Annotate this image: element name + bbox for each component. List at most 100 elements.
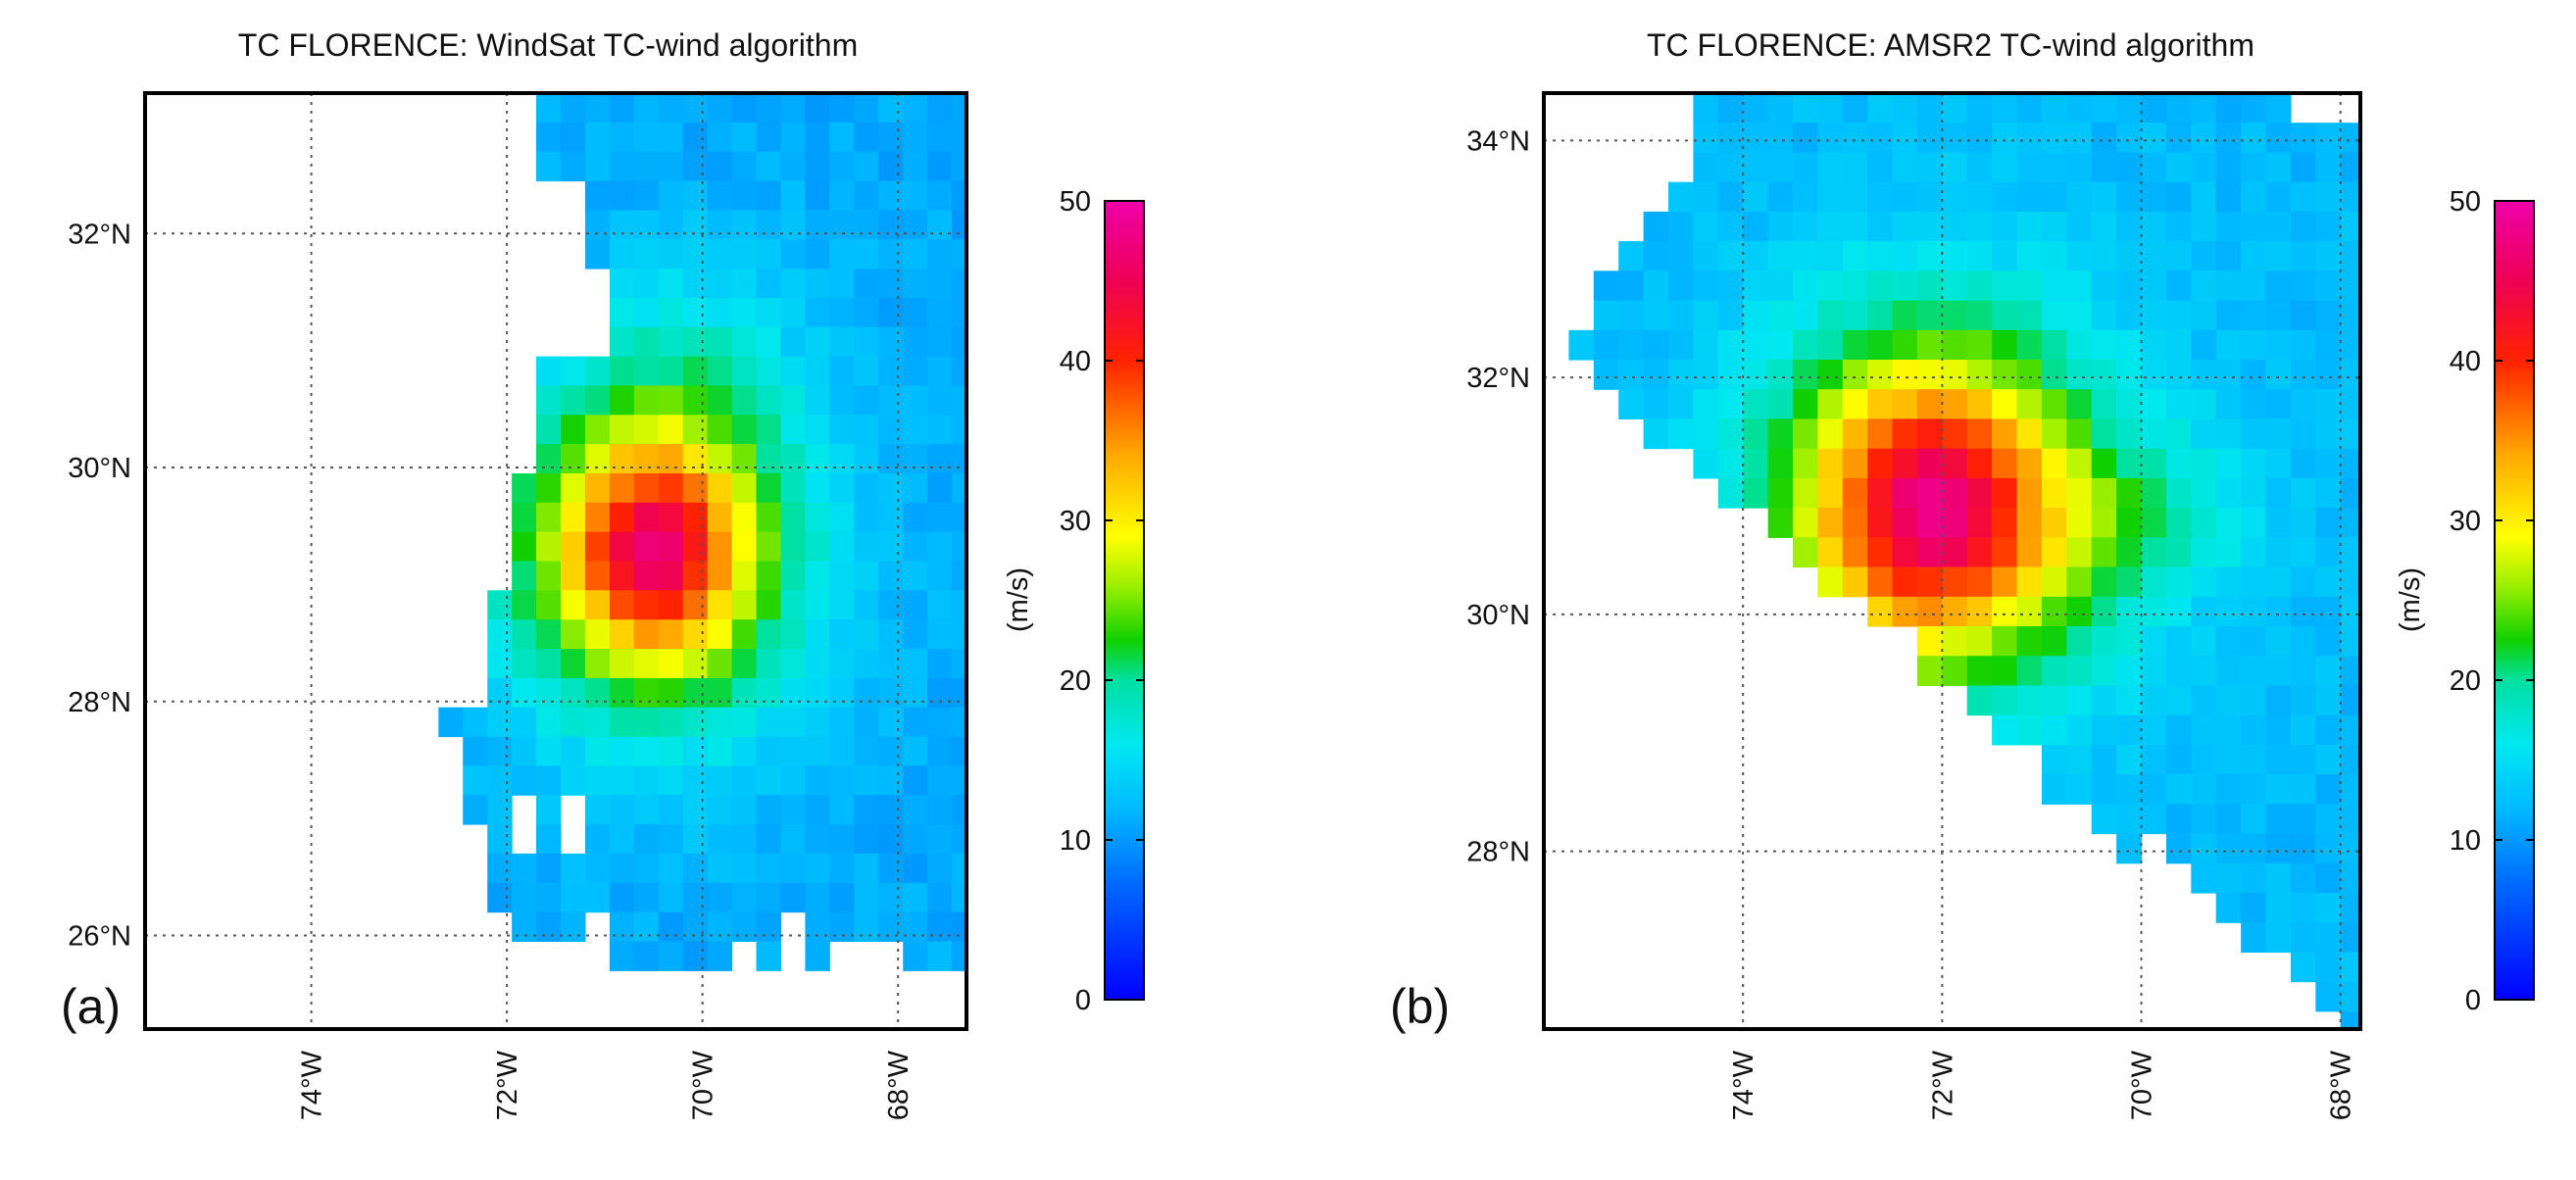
wind-cell bbox=[2215, 893, 2242, 923]
panel-a-colorbar-label: (m/s) bbox=[1003, 567, 1034, 632]
wind-cell bbox=[952, 502, 966, 533]
wind-cell bbox=[1842, 181, 1868, 213]
wind-cell bbox=[952, 122, 966, 153]
wind-cell bbox=[829, 210, 855, 240]
wind-cell bbox=[2116, 181, 2143, 213]
wind-cell bbox=[829, 356, 855, 386]
wind-cell bbox=[561, 122, 586, 153]
wind-cell bbox=[2041, 152, 2067, 183]
wind-cell bbox=[2041, 123, 2067, 153]
wind-cell bbox=[2016, 656, 2043, 686]
wind-cell bbox=[2191, 448, 2217, 479]
wind-cell bbox=[2340, 656, 2360, 686]
wind-cell bbox=[2191, 211, 2217, 242]
wind-cell bbox=[2066, 508, 2093, 538]
wind-cell bbox=[805, 356, 830, 386]
wind-cell bbox=[2191, 537, 2217, 568]
wind-cell bbox=[1643, 389, 1669, 419]
wind-cell bbox=[731, 824, 758, 855]
wind-cell bbox=[829, 180, 855, 211]
wind-cell bbox=[2241, 389, 2267, 419]
wind-cell bbox=[903, 707, 928, 738]
wind-cell bbox=[1966, 596, 1993, 627]
wind-cell bbox=[2265, 656, 2292, 686]
wind-cell bbox=[658, 239, 684, 270]
wind-cell bbox=[2290, 418, 2316, 450]
wind-cell bbox=[2091, 152, 2117, 183]
wind-cell bbox=[682, 210, 709, 240]
wind-cell bbox=[903, 239, 928, 270]
wind-cell bbox=[2091, 93, 2117, 123]
wind-cell bbox=[1942, 270, 1968, 302]
wind-cell bbox=[2016, 685, 2043, 716]
wind-cell bbox=[2315, 862, 2342, 894]
wind-cell bbox=[2066, 774, 2093, 805]
wind-cell bbox=[609, 269, 635, 299]
x-tick-label: 70°W bbox=[2127, 1050, 2158, 1120]
wind-cell bbox=[1643, 418, 1669, 450]
wind-cell bbox=[2091, 241, 2117, 271]
wind-cell bbox=[2340, 981, 2360, 1012]
wind-cell bbox=[756, 122, 781, 153]
wind-cell bbox=[927, 561, 953, 591]
wind-cell bbox=[2265, 123, 2292, 153]
wind-cell bbox=[1992, 329, 2018, 361]
wind-cell bbox=[2141, 477, 2167, 509]
wind-cell bbox=[1867, 566, 1894, 598]
wind-cell bbox=[2290, 508, 2316, 538]
wind-cell bbox=[438, 707, 464, 738]
wind-cell bbox=[609, 444, 635, 474]
wind-cell bbox=[2116, 477, 2143, 509]
wind-cell bbox=[780, 356, 806, 386]
wind-cell bbox=[2315, 566, 2342, 598]
wind-cell bbox=[1942, 508, 1968, 538]
wind-cell bbox=[903, 561, 928, 591]
wind-cell bbox=[952, 269, 966, 299]
wind-cell bbox=[2116, 566, 2143, 598]
wind-cell bbox=[952, 590, 966, 620]
wind-cell bbox=[633, 531, 660, 563]
wind-cell bbox=[2241, 181, 2267, 213]
panel-b-label: (b) bbox=[1390, 979, 1450, 1034]
wind-cell bbox=[633, 297, 660, 328]
wind-cell bbox=[805, 677, 830, 709]
wind-cell bbox=[2191, 300, 2217, 331]
wind-cell bbox=[584, 93, 611, 123]
wind-cell bbox=[1618, 241, 1645, 271]
wind-cell bbox=[1916, 241, 1943, 271]
wind-cell bbox=[2116, 123, 2143, 153]
wind-cell bbox=[609, 941, 635, 971]
wind-cell bbox=[731, 649, 758, 679]
wind-cell bbox=[927, 444, 953, 474]
wind-cell bbox=[1643, 241, 1669, 271]
wind-cell bbox=[2265, 714, 2292, 746]
wind-cell bbox=[707, 765, 733, 796]
wind-cell bbox=[854, 239, 879, 270]
wind-cell bbox=[2091, 685, 2117, 716]
wind-cell bbox=[1817, 152, 1844, 183]
wind-cell bbox=[512, 677, 537, 709]
wind-cell bbox=[1618, 270, 1645, 302]
wind-cell bbox=[1767, 329, 1794, 361]
wind-cell bbox=[2016, 211, 2043, 242]
wind-cell bbox=[952, 239, 966, 270]
wind-cell bbox=[2215, 744, 2242, 775]
wind-cell bbox=[903, 473, 928, 504]
wind-cell bbox=[2265, 270, 2292, 302]
wind-cell bbox=[927, 795, 953, 825]
wind-cell bbox=[2191, 656, 2217, 686]
wind-cell bbox=[633, 473, 660, 504]
wind-cell bbox=[854, 93, 879, 123]
wind-cell bbox=[1916, 566, 1943, 598]
wind-cell bbox=[780, 765, 806, 796]
wind-cell bbox=[2290, 123, 2316, 153]
wind-cell bbox=[1867, 448, 1894, 479]
wind-cell bbox=[609, 385, 635, 416]
panel-a-title: TC FLORENCE: WindSat TC-wind algorithm bbox=[238, 27, 858, 63]
wind-cell bbox=[1942, 152, 1968, 183]
wind-cell bbox=[512, 619, 537, 650]
wind-cell bbox=[731, 502, 758, 533]
wind-cell bbox=[903, 911, 928, 942]
wind-cell bbox=[927, 649, 953, 679]
wind-cell bbox=[2165, 211, 2192, 242]
